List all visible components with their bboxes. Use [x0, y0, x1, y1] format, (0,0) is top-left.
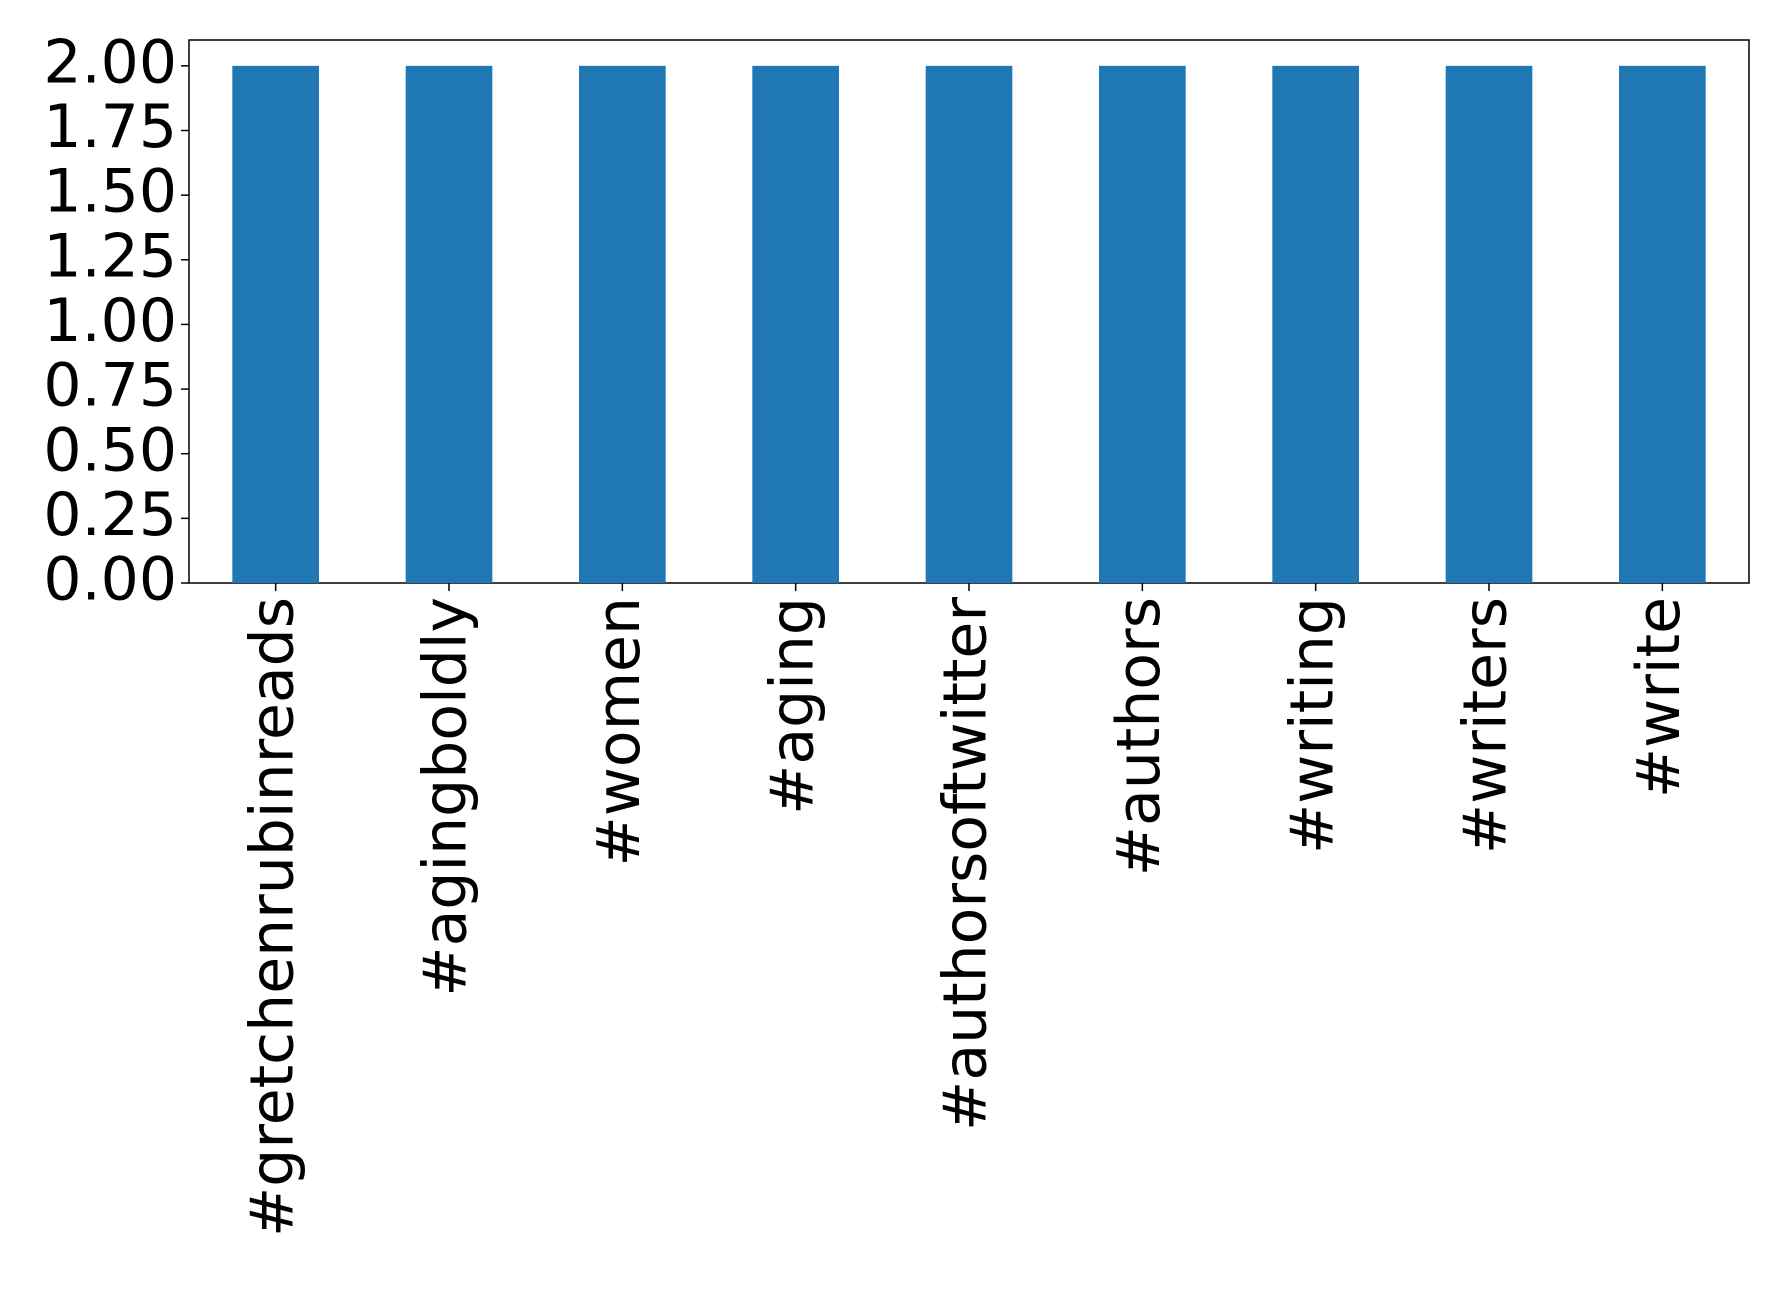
x-tick-label: #authorsoftwitter: [931, 597, 1001, 1131]
y-tick-label: 1.75: [43, 92, 177, 162]
y-tick-label: 1.25: [43, 221, 177, 291]
bar: [752, 65, 839, 584]
x-tick-label: #authors: [1104, 597, 1174, 876]
x-tick-label: #gretchenrubinreads: [237, 597, 307, 1237]
bar: [1272, 65, 1359, 584]
x-tick-label: #writers: [1451, 597, 1521, 854]
y-tick-label: 0.50: [43, 415, 177, 485]
y-tick-label: 0.25: [43, 480, 177, 550]
bar: [1445, 65, 1533, 584]
x-tick-label: #write: [1624, 597, 1694, 798]
bar: [405, 65, 493, 584]
bar: [1099, 65, 1186, 584]
y-tick-label: 1.00: [43, 286, 177, 356]
x-tick-label: #writing: [1277, 597, 1347, 854]
x-tick-label: #aging: [757, 597, 827, 815]
x-tick-label: #agingboldly: [411, 597, 481, 997]
bar: [925, 65, 1013, 584]
bar: [232, 65, 319, 584]
y-tick-label: 0.00: [43, 545, 177, 615]
x-tick-label: #women: [584, 597, 654, 866]
y-tick-label: 2.00: [43, 27, 177, 97]
y-tick-label: 1.50: [43, 157, 177, 227]
bar: [579, 65, 666, 584]
bar: [1619, 65, 1706, 584]
y-tick-label: 0.75: [43, 351, 177, 421]
